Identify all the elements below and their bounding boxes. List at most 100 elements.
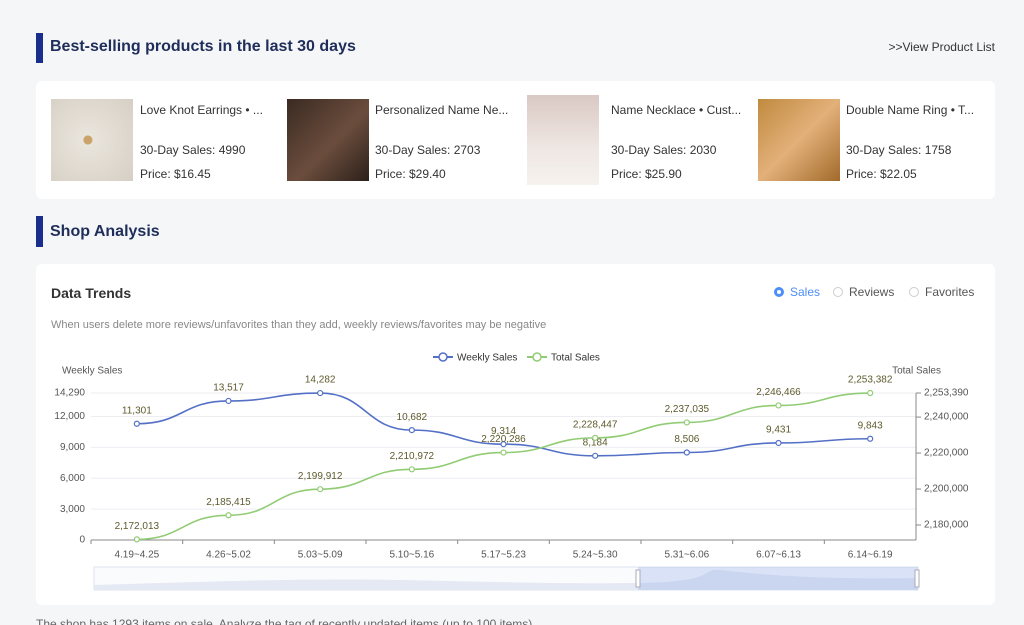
legend-marker <box>438 352 448 362</box>
legend-label: Weekly Sales <box>457 353 517 364</box>
y2-axis-title: Total Sales <box>892 366 941 377</box>
zoom-window[interactable] <box>638 567 918 590</box>
y-tick-label: 14,290 <box>54 388 85 399</box>
data-point <box>867 389 874 397</box>
x-tick-label: 5.24~5.30 <box>573 550 618 561</box>
zoom-handle[interactable] <box>635 569 641 588</box>
x-tick-label: 6.14~6.19 <box>848 550 893 561</box>
analysis-card <box>36 264 995 605</box>
radio-label[interactable]: Reviews <box>849 285 895 299</box>
product-price: Price: $25.90 <box>611 167 682 181</box>
radio[interactable] <box>909 287 919 297</box>
zoom-preview <box>94 569 918 590</box>
x-tick-label: 4.26~5.02 <box>206 550 251 561</box>
x-tick-label: 4.19~4.25 <box>114 550 159 561</box>
y2-tick-label: 2,180,000 <box>924 520 969 531</box>
card-title: Data Trends <box>51 285 132 301</box>
data-point <box>133 536 140 543</box>
product-name[interactable]: Personalized Name Ne... <box>375 103 509 117</box>
radio[interactable] <box>774 287 784 297</box>
product-sales: 30-Day Sales: 4990 <box>140 143 246 157</box>
product-image[interactable] <box>758 99 840 181</box>
data-label: 9,431 <box>766 425 791 436</box>
product-price: Price: $16.45 <box>140 167 211 181</box>
data-point <box>592 434 599 441</box>
data-point <box>867 435 874 442</box>
product-sales: 30-Day Sales: 1758 <box>846 143 952 157</box>
product-image[interactable] <box>287 99 369 181</box>
y-tick-label: 9,000 <box>60 442 85 453</box>
data-point <box>408 427 415 434</box>
section-marker <box>36 216 43 247</box>
data-label: 13,517 <box>213 383 244 394</box>
product-sales: 30-Day Sales: 2703 <box>375 143 481 157</box>
product-image[interactable] <box>51 99 133 181</box>
product-name[interactable]: Love Knot Earrings • ... <box>140 103 263 117</box>
y2-tick-label: 2,240,000 <box>924 412 969 423</box>
card-note: When users delete more reviews/unfavorit… <box>51 319 547 331</box>
data-label: 2,185,415 <box>206 497 251 508</box>
data-label: 8,184 <box>583 437 608 448</box>
data-label: 10,682 <box>397 412 428 423</box>
data-point <box>592 452 599 459</box>
y-tick-label: 6,000 <box>60 473 85 484</box>
data-label: 14,282 <box>305 375 336 386</box>
legend-marker <box>532 352 542 362</box>
radio-label[interactable]: Sales <box>790 285 821 299</box>
data-point <box>683 449 690 456</box>
zoom-handle[interactable] <box>914 569 920 588</box>
y2-tick-label: 2,200,000 <box>924 484 969 495</box>
data-point <box>317 486 324 493</box>
section-marker <box>36 33 43 63</box>
data-label: 9,843 <box>858 420 883 431</box>
data-label: 2,220,286 <box>481 434 526 445</box>
y-tick-label: 12,000 <box>54 411 85 422</box>
data-label: 11,301 <box>122 405 152 416</box>
data-point <box>683 419 690 426</box>
data-point <box>317 389 324 397</box>
data-label: 9,314 <box>491 426 516 437</box>
radio-label[interactable]: Favorites <box>925 285 975 299</box>
data-label: 2,210,972 <box>390 451 435 462</box>
radio-option[interactable]: Reviews <box>833 285 894 299</box>
y-tick-label: 3,000 <box>60 504 85 515</box>
data-point <box>775 402 782 409</box>
data-point <box>500 449 507 456</box>
legend-label: Total Sales <box>551 353 600 364</box>
footer-text: The shop has 1293 items on sale. Analyze… <box>36 617 536 625</box>
section-title: Best-selling products in the last 30 day… <box>50 38 356 55</box>
product-name[interactable]: Double Name Ring • T... <box>846 103 975 117</box>
data-point <box>775 439 782 447</box>
x-tick-label: 6.07~6.13 <box>756 550 801 561</box>
series-line <box>136 392 871 541</box>
x-tick-label: 5.17~5.23 <box>481 550 526 561</box>
x-tick-label: 5.03~5.09 <box>298 550 343 561</box>
data-label: 2,172,013 <box>115 521 160 532</box>
product-name[interactable]: Name Necklace • Cust... <box>611 103 742 117</box>
product-price: Price: $29.40 <box>375 167 446 181</box>
radio-option[interactable]: Favorites <box>909 285 974 299</box>
x-tick-label: 5.31~6.06 <box>664 550 709 561</box>
data-label: 2,228,447 <box>573 420 618 431</box>
data-point <box>225 397 232 405</box>
data-label: 2,199,912 <box>298 471 343 482</box>
product-image[interactable] <box>527 95 599 185</box>
radio-option[interactable]: Sales <box>774 285 820 299</box>
data-point <box>133 420 140 427</box>
section-title: Shop Analysis <box>50 223 160 240</box>
data-point <box>408 466 415 473</box>
y-axis-title: Weekly Sales <box>62 366 122 377</box>
data-label: 2,237,035 <box>665 404 710 415</box>
radio[interactable] <box>833 287 843 297</box>
product-price: Price: $22.05 <box>846 167 917 181</box>
y2-tick-label: 2,220,000 <box>924 448 969 459</box>
product-sales: 30-Day Sales: 2030 <box>611 143 717 157</box>
data-point <box>500 441 507 448</box>
y2-tick-label: 2,253,390 <box>924 388 969 399</box>
data-label: 2,253,382 <box>848 375 893 386</box>
view-product-list[interactable]: >>View Product List <box>888 40 995 54</box>
data-label: 8,506 <box>674 434 699 445</box>
data-point <box>225 512 232 519</box>
